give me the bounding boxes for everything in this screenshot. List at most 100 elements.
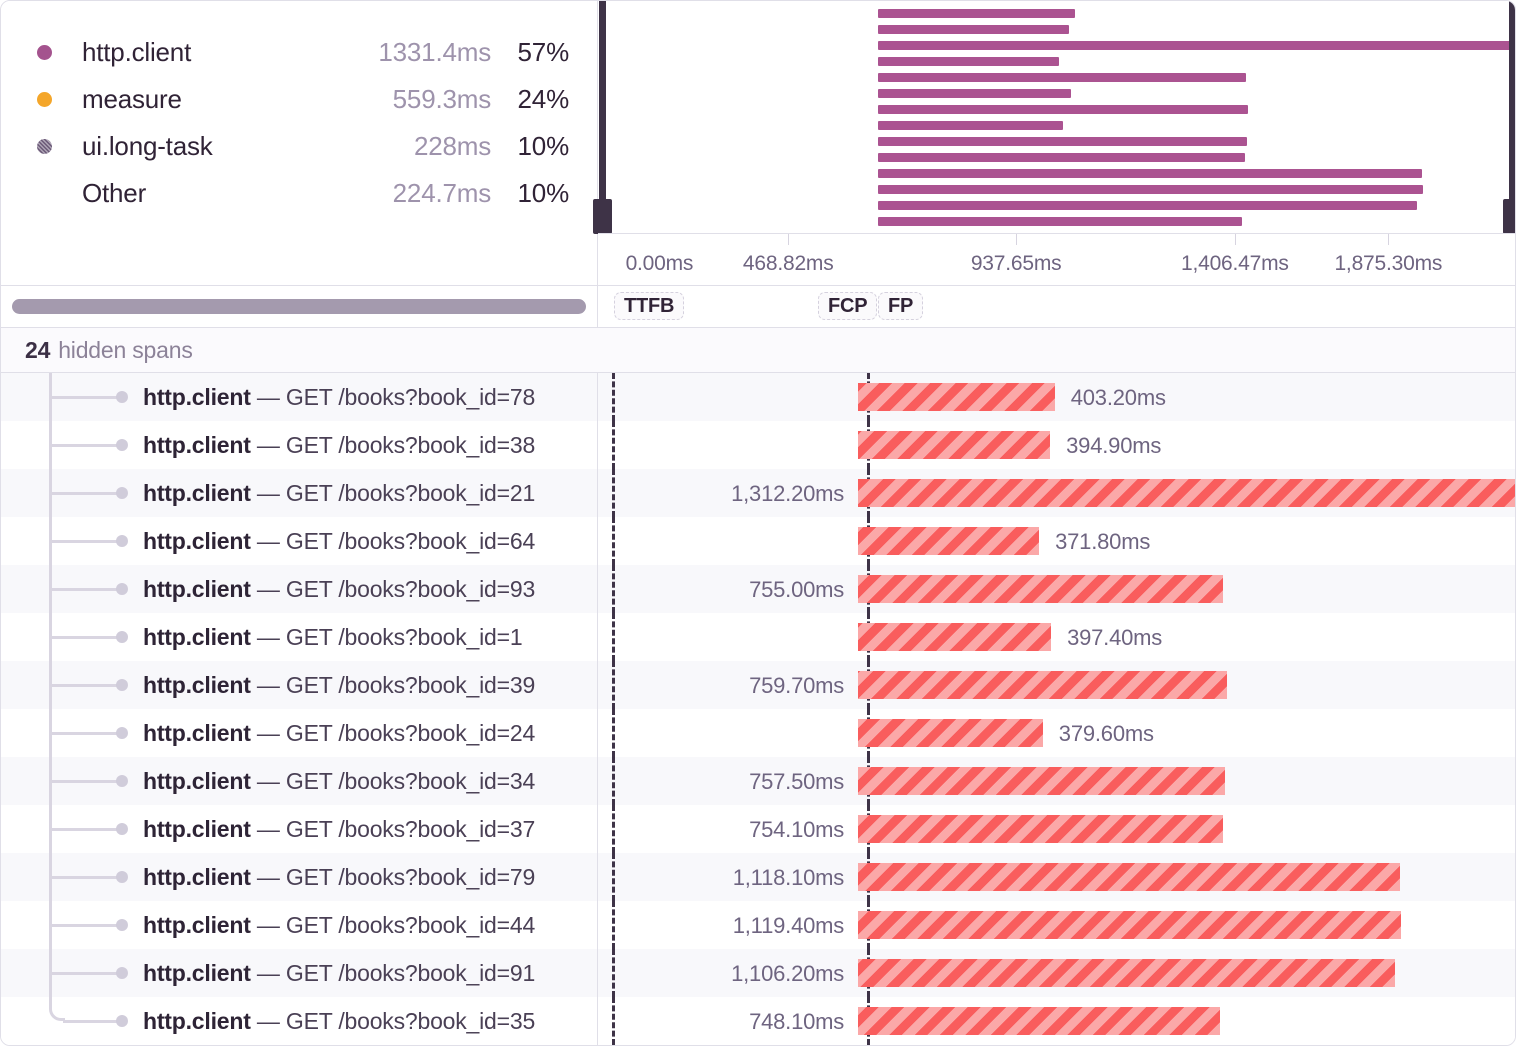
span-duration-bar[interactable]: [858, 479, 1515, 507]
span-duration-bar[interactable]: [858, 911, 1402, 939]
span-row[interactable]: http.client — GET /books?book_id=64 371.8…: [1, 517, 1515, 565]
span-row-label-cell[interactable]: http.client — GET /books?book_id=64: [1, 517, 598, 565]
span-duration-bar[interactable]: [858, 623, 1052, 651]
span-row-timeline-cell[interactable]: 759.70ms: [598, 661, 1515, 709]
span-row-label-cell[interactable]: http.client — GET /books?book_id=78: [1, 373, 598, 421]
span-description: GET /books?book_id=24: [285, 719, 536, 746]
legend-item-ui-long-task[interactable]: ui.long-task 228ms 10%: [1, 123, 597, 170]
tree-horizontal-connector: [52, 491, 120, 495]
span-duration-bar[interactable]: [858, 1007, 1221, 1035]
span-row-timeline-cell[interactable]: 754.10ms: [598, 805, 1515, 853]
span-row[interactable]: http.client — GET /books?book_id=44 1,119…: [1, 901, 1515, 949]
legend-item-http-client[interactable]: http.client 1331.4ms 57%: [1, 29, 597, 76]
span-row-timeline-cell[interactable]: 394.90ms: [598, 421, 1515, 469]
minimap-window-right-edge[interactable]: [1509, 1, 1515, 233]
tree-vertical-connector: [49, 613, 52, 661]
span-duration-label: 1,119.40ms: [732, 913, 845, 938]
span-row-timeline-cell[interactable]: 1,119.40ms: [598, 901, 1515, 949]
span-node-dot-icon[interactable]: [116, 391, 128, 403]
span-duration-bar[interactable]: [858, 527, 1040, 555]
span-duration-bar[interactable]: [858, 959, 1395, 987]
span-title: http.client — GET /books?book_id=24: [143, 720, 535, 747]
legend-label: http.client: [82, 37, 192, 67]
span-row-label-cell[interactable]: http.client — GET /books?book_id=79: [1, 853, 598, 901]
span-node-dot-icon[interactable]: [116, 967, 128, 979]
span-node-dot-icon[interactable]: [116, 487, 128, 499]
span-row[interactable]: http.client — GET /books?book_id=24 379.6…: [1, 709, 1515, 757]
legend-item-measure[interactable]: measure 559.3ms 24%: [1, 76, 597, 123]
span-node-dot-icon[interactable]: [116, 583, 128, 595]
span-row-timeline-cell[interactable]: 371.80ms: [598, 517, 1515, 565]
span-duration-bar[interactable]: [858, 767, 1225, 795]
span-row[interactable]: http.client — GET /books?book_id=79 1,118…: [1, 853, 1515, 901]
span-row-timeline-cell[interactable]: 397.40ms: [598, 613, 1515, 661]
span-row-timeline-cell[interactable]: 748.10ms: [598, 997, 1515, 1045]
span-row[interactable]: http.client — GET /books?book_id=91 1,106…: [1, 949, 1515, 997]
span-duration-bar[interactable]: [858, 431, 1051, 459]
span-node-dot-icon[interactable]: [116, 775, 128, 787]
span-node-dot-icon[interactable]: [116, 871, 128, 883]
span-duration-bar[interactable]: [858, 383, 1055, 411]
span-row[interactable]: http.client — GET /books?book_id=1 397.40…: [1, 613, 1515, 661]
span-row-label-cell[interactable]: http.client — GET /books?book_id=24: [1, 709, 598, 757]
span-row-label-cell[interactable]: http.client — GET /books?book_id=34: [1, 757, 598, 805]
web-vital-badge-ttfb[interactable]: TTFB: [614, 292, 685, 320]
tree-horizontal-connector: [52, 539, 120, 543]
span-node-dot-icon[interactable]: [116, 631, 128, 643]
span-row[interactable]: http.client — GET /books?book_id=21 1,312…: [1, 469, 1515, 517]
span-duration-bar[interactable]: [858, 719, 1043, 747]
web-vital-badge-fp[interactable]: FP: [878, 292, 924, 320]
web-vital-badge-fcp[interactable]: FCP: [818, 292, 878, 320]
span-node-dot-icon[interactable]: [116, 535, 128, 547]
span-row[interactable]: http.client — GET /books?book_id=78 403.2…: [1, 373, 1515, 421]
span-separator: —: [250, 479, 286, 506]
span-row-label-cell[interactable]: http.client — GET /books?book_id=44: [1, 901, 598, 949]
span-title: http.client — GET /books?book_id=79: [143, 864, 535, 891]
span-row-timeline-cell[interactable]: 757.50ms: [598, 757, 1515, 805]
horizontal-scrollbar-track[interactable]: [1, 286, 598, 327]
span-row-label-cell[interactable]: http.client — GET /books?book_id=37: [1, 805, 598, 853]
span-row-label-cell[interactable]: http.client — GET /books?book_id=38: [1, 421, 598, 469]
hidden-spans-row[interactable]: 24 hidden spans: [1, 328, 1515, 373]
span-row[interactable]: http.client — GET /books?book_id=39 759.7…: [1, 661, 1515, 709]
span-row-label-cell[interactable]: http.client — GET /books?book_id=93: [1, 565, 598, 613]
span-row-timeline-cell[interactable]: 403.20ms: [598, 373, 1515, 421]
span-row-label-cell[interactable]: http.client — GET /books?book_id=39: [1, 661, 598, 709]
span-node-dot-icon[interactable]: [116, 679, 128, 691]
tree-vertical-connector: [49, 373, 52, 421]
span-row-timeline-cell[interactable]: 1,106.20ms: [598, 949, 1515, 997]
span-row[interactable]: http.client — GET /books?book_id=34 757.5…: [1, 757, 1515, 805]
span-row[interactable]: http.client — GET /books?book_id=37 754.1…: [1, 805, 1515, 853]
trace-minimap[interactable]: 0.00ms 468.82ms 937.65ms 1,406.47ms 1,875.30…: [593, 1, 1515, 286]
span-row-label-cell[interactable]: http.client — GET /books?book_id=21: [1, 469, 598, 517]
span-duration-bar[interactable]: [858, 863, 1401, 891]
minimap-window-left-edge[interactable]: [599, 1, 606, 233]
span-duration-bar[interactable]: [858, 815, 1223, 843]
span-node-dot-icon[interactable]: [116, 823, 128, 835]
horizontal-scrollbar-thumb[interactable]: [12, 299, 586, 314]
span-row-timeline-cell[interactable]: 379.60ms: [598, 709, 1515, 757]
span-node-dot-icon[interactable]: [116, 919, 128, 931]
span-separator: —: [250, 623, 286, 650]
minimap-drag-handle-right[interactable]: [1503, 199, 1515, 234]
span-row-label-cell[interactable]: http.client — GET /books?book_id=35: [1, 997, 598, 1045]
span-row[interactable]: http.client — GET /books?book_id=35 748.1…: [1, 997, 1515, 1045]
span-duration-label: 379.60ms: [1058, 721, 1154, 746]
span-row[interactable]: http.client — GET /books?book_id=38 394.9…: [1, 421, 1515, 469]
span-row-label-cell[interactable]: http.client — GET /books?book_id=91: [1, 949, 598, 997]
minimap-drag-handle-left[interactable]: [593, 199, 612, 234]
timeline-marker-dashed-line: [612, 997, 615, 1045]
span-row-timeline-cell[interactable]: 755.00ms: [598, 565, 1515, 613]
span-op: http.client: [143, 1007, 251, 1034]
span-row[interactable]: http.client — GET /books?book_id=93 755.0…: [1, 565, 1515, 613]
axis-tick-label: 937.65ms: [970, 252, 1062, 275]
span-node-dot-icon[interactable]: [116, 727, 128, 739]
span-duration-bar[interactable]: [858, 575, 1223, 603]
span-node-dot-icon[interactable]: [116, 439, 128, 451]
legend-item-other[interactable]: Other 224.7ms 10%: [1, 170, 597, 217]
span-row-label-cell[interactable]: http.client — GET /books?book_id=1: [1, 613, 598, 661]
span-row-timeline-cell[interactable]: 1,312.20ms: [598, 469, 1515, 517]
span-row-timeline-cell[interactable]: 1,118.10ms: [598, 853, 1515, 901]
span-duration-bar[interactable]: [858, 671, 1227, 699]
span-node-dot-icon[interactable]: [116, 1015, 128, 1027]
